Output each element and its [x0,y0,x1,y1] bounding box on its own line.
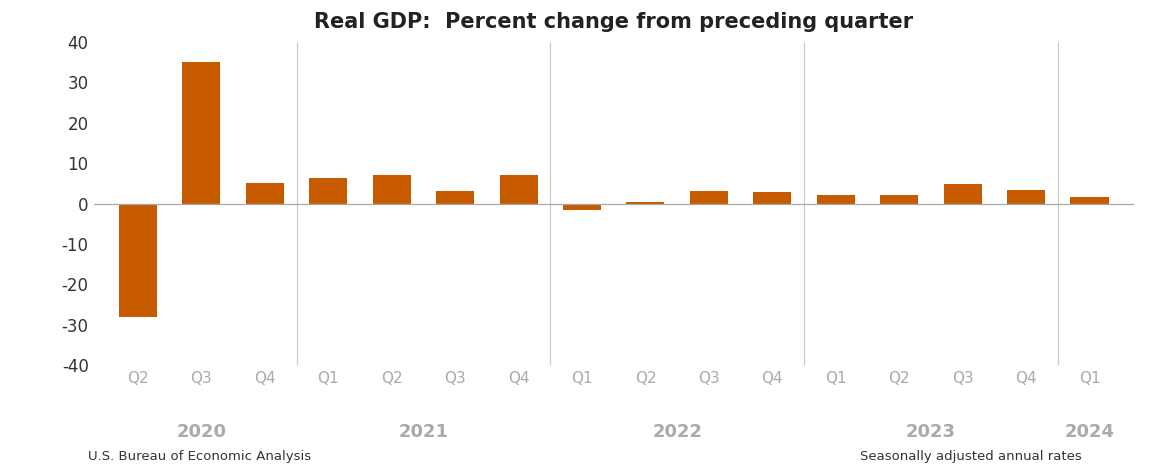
Text: 2020: 2020 [177,423,227,441]
Bar [499,176,538,204]
Bar [310,178,347,204]
Bar [753,192,791,204]
Text: Seasonally adjusted annual rates: Seasonally adjusted annual rates [859,450,1081,463]
Bar [690,190,728,204]
Bar [880,195,918,204]
Bar [245,183,284,204]
Bar [627,202,664,204]
Bar [182,62,221,204]
Title: Real GDP:  Percent change from preceding quarter: Real GDP: Percent change from preceding … [314,12,913,32]
Bar [817,195,855,204]
Text: 2021: 2021 [399,423,449,441]
Bar [1071,197,1108,204]
Bar [563,204,601,210]
Text: 2023: 2023 [906,423,956,441]
Text: 2022: 2022 [652,423,703,441]
Bar [373,176,410,204]
Bar [943,184,982,204]
Text: U.S. Bureau of Economic Analysis: U.S. Bureau of Economic Analysis [88,450,311,463]
Text: 2024: 2024 [1065,423,1114,441]
Bar [436,190,475,204]
Bar [119,204,157,316]
Bar [1007,190,1045,204]
